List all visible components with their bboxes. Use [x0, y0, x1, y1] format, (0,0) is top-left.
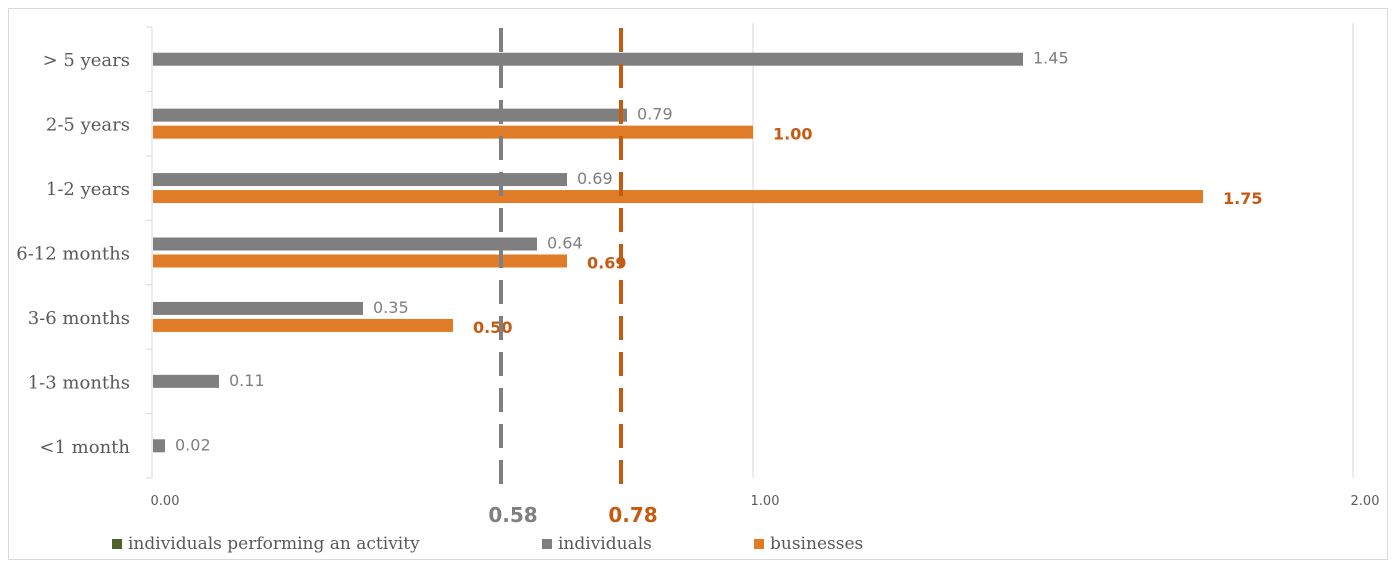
category-label: 6-12 months [16, 244, 130, 265]
legend-swatch-individuals [542, 539, 552, 549]
data-label-individuals: 0.79 [637, 105, 673, 124]
data-label-individuals: 0.64 [547, 234, 583, 253]
data-label-individuals: 0.35 [373, 298, 409, 317]
legend-label-individuals: individuals [558, 534, 652, 554]
category-label: > 5 years [43, 50, 130, 71]
reference-line-label-1: 0.78 [608, 503, 657, 527]
bar-individuals [153, 439, 165, 453]
category-label: 3-6 months [28, 308, 130, 329]
category-label: 1-3 months [28, 372, 130, 393]
bar-individuals [153, 374, 219, 388]
legend-label-activity: individuals performing an activity [128, 534, 420, 554]
x-tick-label: 0.00 [151, 494, 180, 509]
data-label-businesses: 0.50 [473, 318, 512, 337]
data-label-businesses: 1.00 [773, 125, 812, 144]
legend-swatch-businesses [754, 539, 764, 549]
reference-line-label-0: 0.58 [488, 503, 537, 527]
bar-individuals [153, 108, 627, 122]
legend-item-businesses: businesses [754, 534, 863, 554]
x-tick-label: 2.00 [1351, 494, 1380, 509]
bar-businesses [153, 125, 753, 139]
category-label: <1 month [39, 437, 130, 458]
bar-individuals [153, 301, 363, 315]
legend-swatch-activity [112, 539, 122, 549]
bar-businesses [153, 190, 1203, 204]
legend: individuals performing an activity indiv… [112, 534, 932, 558]
data-label-businesses: 1.75 [1223, 189, 1262, 208]
data-label-individuals: 0.11 [229, 371, 265, 390]
legend-item-individuals: individuals [542, 534, 652, 554]
bar-individuals [153, 173, 567, 187]
data-label-individuals: 0.02 [175, 435, 211, 454]
data-label-businesses: 0.69 [587, 254, 626, 273]
bar-individuals [153, 237, 537, 251]
bar-businesses [153, 254, 567, 268]
bar-individuals [153, 52, 1023, 66]
data-label-individuals: 1.45 [1033, 49, 1069, 68]
category-label: 1-2 years [46, 179, 130, 200]
legend-item-activity: individuals performing an activity [112, 534, 420, 554]
category-label: 2-5 years [46, 115, 130, 136]
legend-label-businesses: businesses [770, 534, 864, 554]
data-label-individuals: 0.69 [577, 169, 613, 188]
x-tick-label: 1.00 [751, 494, 780, 509]
bar-businesses [153, 318, 453, 332]
